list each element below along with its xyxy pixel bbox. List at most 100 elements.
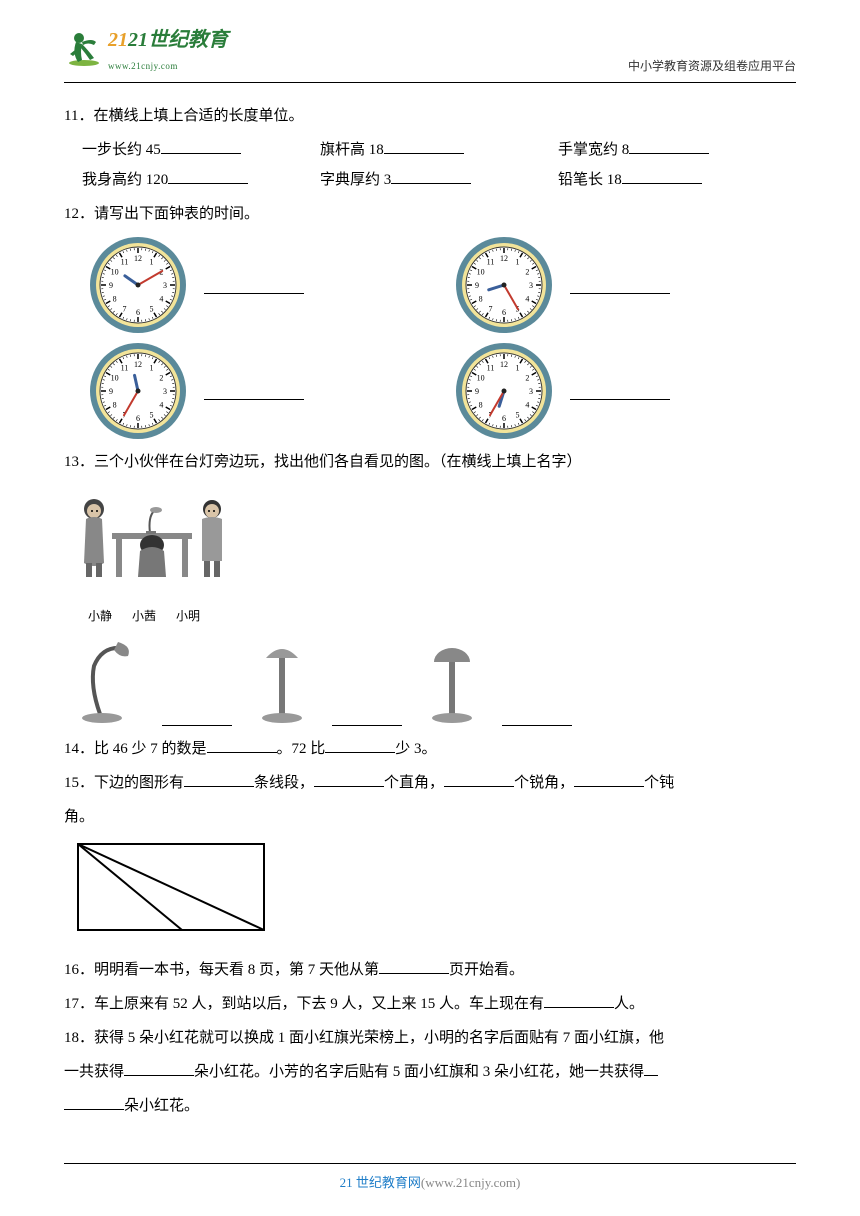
lamp-view-3 [422,636,482,726]
svg-text:2: 2 [159,374,163,383]
blank[interactable] [204,382,304,400]
svg-text:3: 3 [163,387,167,396]
svg-text:6: 6 [502,308,506,317]
blank[interactable] [325,736,395,754]
svg-text:12: 12 [500,360,508,369]
blank[interactable] [204,276,304,294]
blank[interactable] [124,1059,194,1077]
header-divider [64,82,796,83]
blank[interactable] [384,137,464,155]
svg-text:11: 11 [121,364,129,373]
blank[interactable] [444,770,514,788]
q11-r1c: 手掌宽约 8 [558,142,629,158]
blank[interactable] [502,709,572,727]
footer-brand: 21 世纪教育网 [340,1175,421,1190]
footer-url: (www.21cnjy.com) [421,1175,520,1190]
q11-stem: 在横线上填上合适的长度单位。 [93,108,303,124]
svg-text:11: 11 [121,258,129,267]
q15-b: 条线段， [254,775,314,791]
svg-text:8: 8 [479,401,483,410]
q16-num: 16． [64,962,94,978]
question-18-line3: 朵小红花。 [64,1091,796,1121]
blank[interactable] [622,167,702,185]
q14-c: 少 3。 [395,741,436,757]
q13-kids-image: 小静 小茜 小明 [72,483,796,628]
q11-r2b: 字典厚约 3 [320,172,391,188]
svg-text:10: 10 [111,374,119,383]
logo-text-main: 21世纪教育 [128,29,228,51]
q11-r2c: 铅笔长 18 [558,172,622,188]
blank[interactable] [207,736,277,754]
question-14: 14．比 46 少 7 的数是。72 比少 3。 [64,734,796,764]
blank[interactable] [162,709,232,727]
blank[interactable] [332,709,402,727]
svg-text:12: 12 [134,254,142,263]
svg-text:9: 9 [109,281,113,290]
question-16: 16．明明看一本书，每天看 8 页，第 7 天他从第 页开始看。 [64,955,796,985]
q14-num: 14． [64,741,94,757]
svg-text:5: 5 [150,304,154,313]
svg-text:12: 12 [134,360,142,369]
q13-num: 13． [64,454,94,470]
header-right-text: 中小学教育资源及组卷应用平台 [628,20,796,78]
svg-text:6: 6 [136,308,140,317]
blank[interactable] [379,957,449,975]
svg-text:4: 4 [159,295,163,304]
svg-text:5: 5 [150,410,154,419]
svg-text:6: 6 [136,414,140,423]
blank[interactable] [570,276,670,294]
svg-text:9: 9 [475,281,479,290]
q17-b: 人。 [614,996,644,1012]
clock-1: 123456789101112 [88,235,188,335]
svg-text:10: 10 [477,268,485,277]
q16-b: 页开始看。 [449,962,524,978]
blank[interactable] [570,382,670,400]
blank[interactable] [314,770,384,788]
question-13: 13．三个小伙伴在台灯旁边玩，找出他们各自看见的图。（在横线上填上名字） [64,447,796,477]
clock-3: 123456789101112 [88,341,188,441]
q11-r1a: 一步长约 45 [82,142,161,158]
blank[interactable] [184,770,254,788]
blank[interactable] [644,1059,658,1077]
blank[interactable] [64,1093,124,1111]
svg-text:2: 2 [525,268,529,277]
svg-text:1: 1 [516,364,520,373]
clock-4: 123456789101112 [454,341,554,441]
q18-b: 一共获得 [64,1064,124,1080]
kid-name-1: 小静 [88,604,112,628]
svg-text:10: 10 [477,374,485,383]
svg-text:1: 1 [150,364,154,373]
blank[interactable] [574,770,644,788]
svg-text:3: 3 [529,281,533,290]
q17-a: 车上原来有 52 人，到站以后，下去 9 人，又上来 15 人。车上现在有 [94,996,544,1012]
blank[interactable] [168,167,248,185]
q18-c: 朵小红花。小芳的名字后贴有 5 面小红旗和 3 朵小红花，她一共获得 [194,1064,644,1080]
svg-text:3: 3 [529,387,533,396]
blank[interactable] [544,991,614,1009]
kid-name-3: 小明 [176,604,200,628]
q12-stem: 请写出下面钟表的时间。 [94,206,259,222]
q15-d: 个锐角， [514,775,574,791]
svg-text:9: 9 [109,387,113,396]
q16-a: 明明看一本书，每天看 8 页，第 7 天他从第 [94,962,379,978]
svg-text:6: 6 [502,414,506,423]
lamp-view-2 [252,636,312,726]
question-17: 17．车上原来有 52 人，到站以后，下去 9 人，又上来 15 人。车上现在有… [64,989,796,1019]
svg-text:4: 4 [525,401,529,410]
q11-r1b: 旗杆高 18 [320,142,384,158]
site-logo: 2121世纪教育 www.21cnjy.com [64,20,228,75]
q15-a: 下边的图形有 [94,775,184,791]
svg-text:5: 5 [516,410,520,419]
question-12: 12．请写出下面钟表的时间。 [64,199,796,229]
question-18-line2: 一共获得 朵小红花。小芳的名字后贴有 5 面小红旗和 3 朵小红花，她一共获得 [64,1057,796,1087]
svg-text:7: 7 [123,304,127,313]
svg-text:4: 4 [525,295,529,304]
svg-text:12: 12 [500,254,508,263]
svg-text:1: 1 [150,258,154,267]
blank[interactable] [161,137,241,155]
blank[interactable] [629,137,709,155]
svg-text:8: 8 [479,295,483,304]
lamp-view-1 [72,636,142,726]
blank[interactable] [391,167,471,185]
logo-21: 21 [108,29,128,51]
